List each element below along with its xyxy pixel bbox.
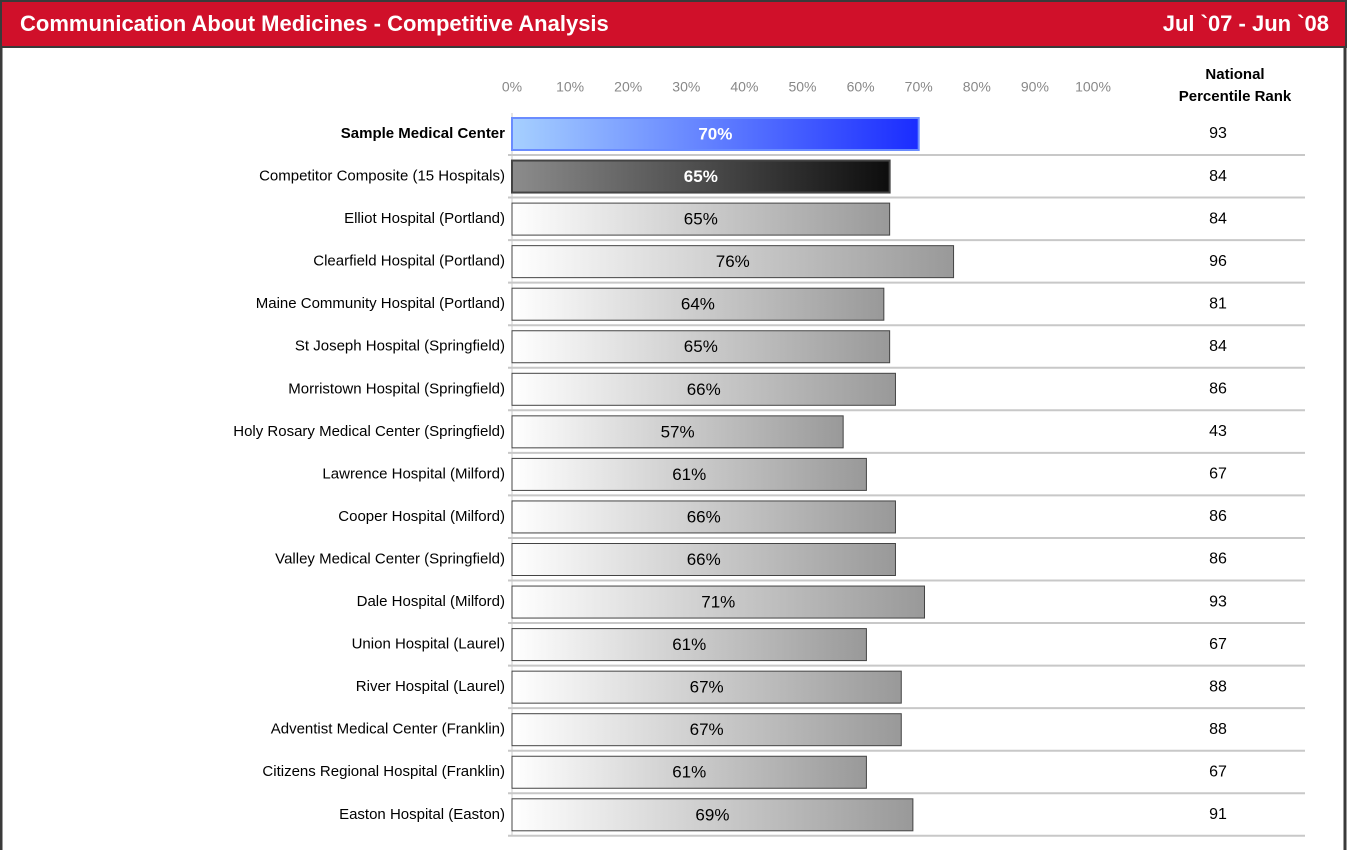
category-label: Elliot Hospital (Portland) [344,210,505,227]
bar [511,457,867,491]
category-label: Union Hospital (Laurel) [352,636,505,653]
rank-value: 43 [1209,423,1227,440]
rank-value: 96 [1209,253,1227,270]
rank-value: 84 [1209,168,1227,185]
category-label: River Hospital (Laurel) [356,678,505,695]
rank-value: 67 [1209,636,1227,653]
category-label: Clearfield Hospital (Portland) [313,253,505,270]
category-label: Valley Medical Center (Springfield) [275,550,505,567]
x-tick-label: 40% [730,79,758,95]
value-label: 66% [687,380,721,399]
bar [511,159,891,194]
bar [511,798,914,832]
rank-value: 88 [1209,678,1227,695]
rank-value: 88 [1209,721,1227,738]
category-label: Adventist Medical Center (Franklin) [271,721,505,738]
rank-value: 93 [1209,593,1227,610]
x-tick-label: 60% [847,79,875,95]
category-label: Holy Rosary Medical Center (Springfield) [233,423,505,440]
rank-value: 93 [1209,125,1227,142]
rank-value: 67 [1209,466,1227,483]
value-label: 61% [672,465,706,484]
rank-header: National Percentile Rank [1178,66,1292,105]
category-label: St Joseph Hospital (Springfield) [295,338,505,355]
bar [511,755,867,789]
bar [511,713,902,747]
x-tick-label: 70% [905,79,933,95]
period: Jul `07 - Jun `08 [1162,11,1329,36]
category-label: Cooper Hospital (Milford) [338,508,505,525]
value-label: 67% [690,678,724,697]
bar [511,372,896,406]
x-tick-label: 50% [788,79,816,95]
x-tick-label: 10% [556,79,584,95]
value-label: 76% [716,252,750,271]
value-label: 65% [684,210,718,229]
value-label: 66% [687,507,721,526]
category-label: Dale Hospital (Milford) [357,593,505,610]
rank-value: 86 [1209,508,1227,525]
bar [511,287,885,321]
value-label: 65% [684,337,718,356]
x-tick-label: 80% [963,79,991,95]
bar [511,415,844,449]
rank-value: 86 [1209,381,1227,398]
value-label: 70% [698,124,732,143]
value-label: 57% [661,422,695,441]
bar [511,628,867,662]
rank-value: 84 [1209,338,1227,355]
category-label: Sample Medical Center [341,125,505,142]
bar [511,670,902,704]
bar [511,543,896,576]
bar [511,202,891,236]
x-tick-label: 90% [1021,79,1049,95]
bar [511,330,891,364]
value-label: 66% [687,550,721,569]
value-label: 64% [681,295,715,314]
rank-value: 91 [1209,806,1227,823]
chart-title: Communication About Medicines - Competit… [20,11,609,36]
x-tick-label: 20% [614,79,642,95]
bar [511,245,955,279]
value-label: 61% [672,763,706,782]
rank-value: 86 [1209,551,1227,568]
rank-value: 81 [1209,295,1227,312]
value-label: 69% [695,805,729,824]
category-label: Citizens Regional Hospital (Franklin) [262,763,505,780]
value-label: 61% [672,635,706,654]
x-tick-label: 0% [502,79,522,95]
category-label: Competitor Composite (15 Hospitals) [259,168,505,185]
value-label: 65% [684,167,718,186]
category-label: Morristown Hospital (Springfield) [288,380,505,397]
value-label: 67% [690,720,724,739]
bar [511,117,920,151]
rank-value: 67 [1209,763,1227,780]
category-label: Maine Community Hospital (Portland) [256,295,505,312]
bar [511,500,896,534]
x-tick-label: 100% [1075,79,1111,95]
category-label: Easton Hospital (Easton) [339,806,505,823]
category-label: Lawrence Hospital (Milford) [322,465,505,482]
header-bar: Communication About Medicines - Competit… [0,0,1347,48]
value-label: 71% [701,593,735,612]
bar [511,585,926,619]
rank-value: 84 [1209,210,1227,227]
x-tick-label: 30% [672,79,700,95]
